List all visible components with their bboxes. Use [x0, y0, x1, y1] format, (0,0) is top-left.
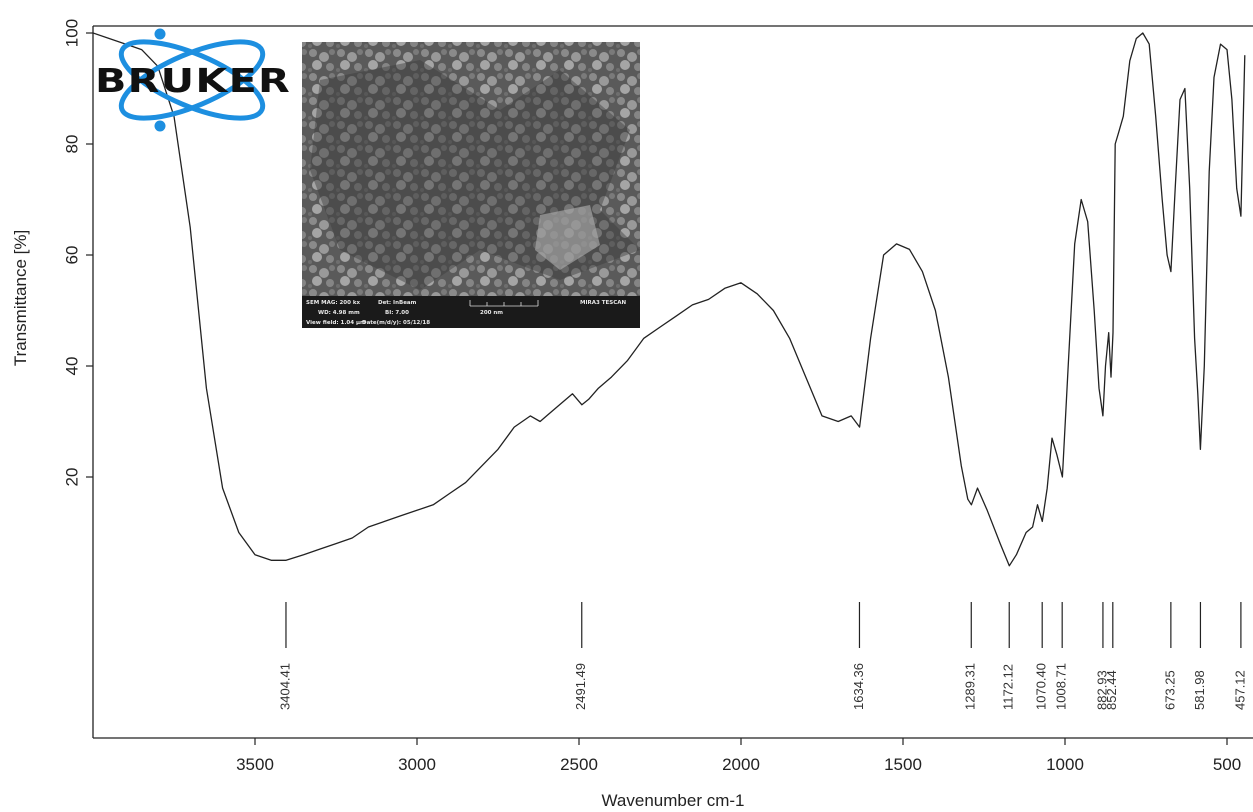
y-axis-title: Transmittance [%] [11, 230, 30, 366]
y-tick-label: 20 [62, 468, 81, 487]
y-tick-label: 80 [62, 135, 81, 154]
sem-info-wd: WD: 4.98 mm [318, 310, 360, 316]
sem-scale-bar [469, 300, 539, 307]
peak-label: 1070.40 [1034, 663, 1049, 710]
y-axis: 20 40 60 80 100 [62, 19, 93, 487]
peak-label: 2491.49 [573, 663, 588, 710]
peak-label: 1289.31 [963, 663, 978, 710]
atom-orbit-icon [118, 39, 266, 121]
peak-label: 457.12 [1232, 670, 1247, 710]
peak-label: 852.44 [1104, 670, 1119, 710]
x-tick-label: 1000 [1046, 755, 1084, 774]
x-tick-label: 2500 [560, 755, 598, 774]
y-tick-label: 40 [62, 357, 81, 376]
x-axis: 3500 3000 2500 2000 1500 1000 500 [236, 738, 1241, 774]
x-tick-label: 500 [1213, 755, 1241, 774]
sem-info-det: Det: InBeam [378, 300, 417, 306]
sem-image-highlight [535, 205, 600, 270]
x-tick-label: 2000 [722, 755, 760, 774]
sem-micrograph-inset: SEM MAG: 200 kx Det: InBeam MIRA3 TESCAN… [302, 42, 640, 328]
peak-label: 3404.41 [277, 663, 292, 710]
logo-wordmark: BRUKER [95, 61, 291, 100]
peak-markers: 3404.41 2491.49 1634.36 1289.31 1172.12 1070.… [277, 602, 1247, 710]
peak-label: 1634.36 [851, 663, 866, 710]
orbit-dot-top [154, 28, 166, 40]
y-tick-label: 100 [62, 19, 81, 47]
bruker-logo: BRUKER [95, 28, 291, 132]
plot-frame [92, 25, 1253, 739]
x-tick-label: 3500 [236, 755, 274, 774]
sem-info-date: Date(m/d/y): 05/12/18 [362, 320, 430, 326]
orbit-dot-bottom [154, 120, 166, 132]
sem-info-bi: BI: 7.00 [385, 310, 409, 316]
sem-info-scale: 200 nm [480, 310, 503, 316]
peak-label: 1008.71 [1054, 663, 1069, 710]
sem-info-bar [302, 296, 640, 328]
sem-image [302, 42, 640, 328]
x-tick-label: 1500 [884, 755, 922, 774]
peak-label: 673.25 [1162, 670, 1177, 710]
transmittance-spectrum-line [93, 32, 1246, 567]
x-axis-title: Wavenumber cm-1 [602, 791, 745, 810]
sem-info-instrument: MIRA3 TESCAN [580, 300, 627, 306]
peak-label: 882.93 [1094, 670, 1109, 710]
y-tick-label: 60 [62, 246, 81, 265]
peak-label: 581.98 [1192, 670, 1207, 710]
peak-label: 1172.12 [1001, 664, 1016, 710]
sem-info-mag: SEM MAG: 200 kx [306, 300, 361, 306]
x-tick-label: 3000 [398, 755, 436, 774]
sem-info-field: View field: 1.04 μm [306, 320, 366, 326]
